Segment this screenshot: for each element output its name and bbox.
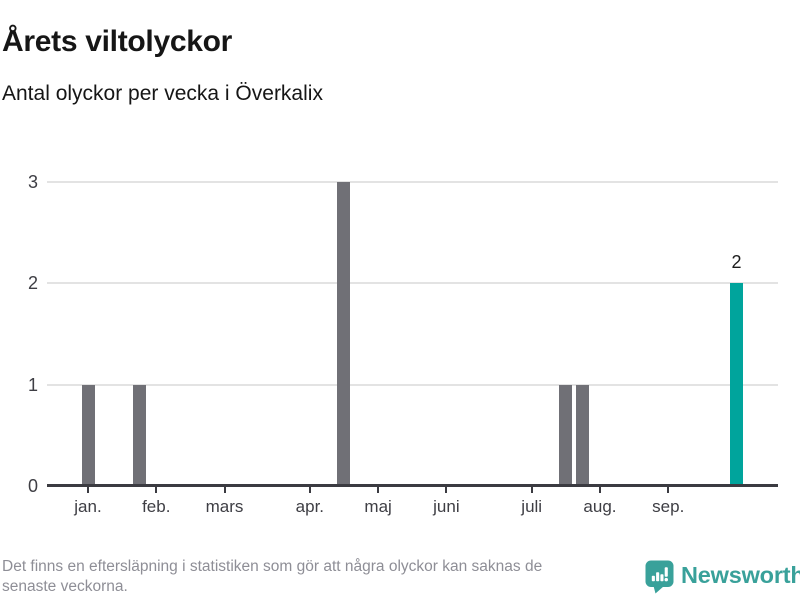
y-axis-label-3: 3 bbox=[27, 172, 38, 192]
x-axis-label-feb: feb. bbox=[142, 497, 171, 516]
x-tick-juli bbox=[530, 487, 533, 493]
chart-title: Årets viltolyckor bbox=[2, 25, 232, 59]
bar-week-40-highlight bbox=[730, 283, 743, 484]
x-tick-jan bbox=[87, 487, 89, 493]
bar-week-30 bbox=[559, 384, 573, 484]
bar-week-17 bbox=[337, 182, 351, 484]
bar-week-5 bbox=[132, 384, 146, 484]
x-axis-label-juni: juni bbox=[433, 497, 460, 516]
x-tick-feb bbox=[155, 487, 158, 493]
x-tick-aug bbox=[598, 487, 601, 493]
x-axis-label-maj: maj bbox=[364, 497, 392, 516]
x-axis-label-mars: mars bbox=[205, 497, 244, 516]
newsworthy-logo: Newsworthy bbox=[645, 560, 800, 594]
x-tick-apr bbox=[308, 487, 311, 493]
x-axis-label-juli: juli bbox=[521, 497, 543, 516]
x-tick-juni bbox=[445, 487, 448, 493]
x-tick-maj bbox=[377, 487, 380, 493]
y-axis-label-1: 1 bbox=[27, 374, 38, 395]
x-axis-label-apr: apr. bbox=[295, 497, 325, 516]
bar-value-label: 2 bbox=[731, 252, 742, 273]
bar-week-31 bbox=[576, 384, 590, 484]
gridline-y-2 bbox=[47, 282, 778, 285]
y-axis-label-2: 2 bbox=[27, 273, 38, 294]
x-axis-label-sep: sep. bbox=[652, 497, 685, 516]
chart-subtitle: Antal olyckor per vecka i Överkalix bbox=[2, 82, 323, 105]
bar-week-2 bbox=[81, 384, 95, 484]
y-axis-label-0: 0 bbox=[27, 476, 38, 496]
footer-note-line-1: Det finns en eftersläpning i statistiken… bbox=[2, 558, 543, 575]
footer-note: Det finns en eftersläpning i statistiken… bbox=[2, 557, 542, 596]
x-axis-line bbox=[47, 484, 778, 487]
newsworthy-bubble-barchart-icon bbox=[645, 560, 674, 594]
x-tick-sep bbox=[667, 487, 670, 493]
x-axis-label-jan: jan. bbox=[74, 497, 102, 516]
newsworthy-wordmark: Newsworthy bbox=[681, 562, 800, 588]
x-tick-mars bbox=[223, 487, 226, 493]
x-axis-label-aug: aug. bbox=[583, 497, 617, 516]
gridline-y-1 bbox=[47, 383, 778, 386]
footer-note-line-2: senaste veckorna. bbox=[2, 577, 128, 595]
gridline-y-3 bbox=[47, 181, 778, 183]
